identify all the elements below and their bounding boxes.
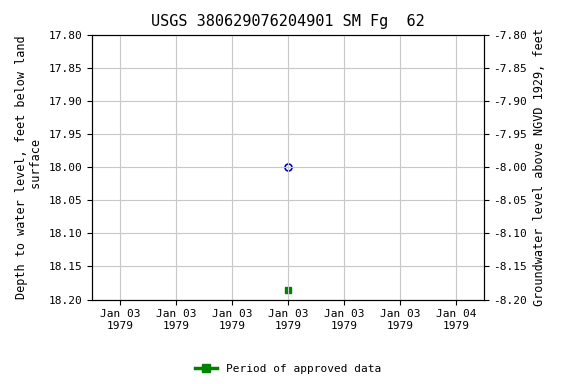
- Title: USGS 380629076204901 SM Fg  62: USGS 380629076204901 SM Fg 62: [151, 14, 425, 29]
- Legend: Period of approved data: Period of approved data: [191, 359, 385, 379]
- Y-axis label: Depth to water level, feet below land
 surface: Depth to water level, feet below land su…: [15, 35, 43, 299]
- Y-axis label: Groundwater level above NGVD 1929, feet: Groundwater level above NGVD 1929, feet: [533, 28, 546, 306]
